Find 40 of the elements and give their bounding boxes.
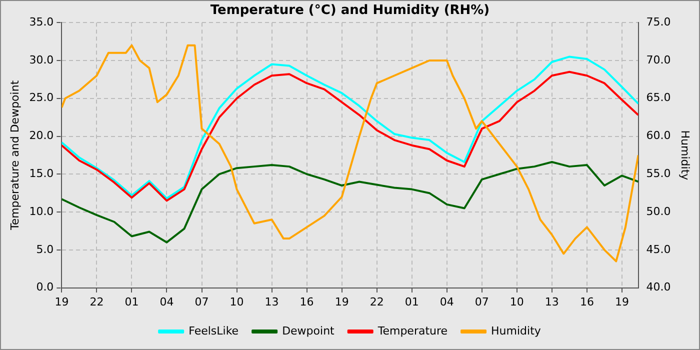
y-tick-label: 10.0 — [29, 204, 54, 218]
x-tick-label: 01 — [124, 295, 139, 308]
x-tick-label: 22 — [370, 295, 384, 308]
y-tick-label: 5.0 — [36, 242, 54, 256]
legend-label: Temperature — [376, 324, 448, 338]
x-tick-label: 19 — [614, 295, 629, 308]
x-tick-label: 22 — [90, 295, 104, 308]
y-tick-label: 25.0 — [29, 91, 54, 104]
x-tick-label: 19 — [334, 295, 349, 308]
y-axis-title: Temperature and Dewpoint — [8, 80, 22, 232]
y2-tick-label: 40.0 — [646, 280, 671, 294]
y-tick-label: 15.0 — [29, 167, 54, 180]
y2-tick-label: 55.0 — [646, 167, 671, 180]
y-tick-label: 0.0 — [36, 280, 54, 294]
y2-tick-label: 60.0 — [646, 129, 671, 142]
y2-tick-label: 50.0 — [646, 204, 671, 218]
x-tick-label: 04 — [440, 295, 454, 308]
y2-tick-label: 70.0 — [646, 53, 671, 66]
legend-label: Dewpoint — [282, 324, 336, 338]
x-tick-label: 01 — [404, 295, 419, 308]
x-tick-label: 13 — [264, 295, 279, 308]
x-tick-label: 07 — [194, 295, 209, 308]
x-tick-label: 07 — [474, 295, 489, 308]
y2-axis-title: Humidity — [678, 130, 692, 181]
chart-title: Temperature (°C) and Humidity (RH%) — [210, 3, 490, 18]
x-tick-label: 16 — [300, 295, 314, 308]
y2-tick-label: 45.0 — [646, 242, 671, 256]
y2-tick-label: 65.0 — [646, 91, 671, 104]
legend-label: FeelsLike — [188, 324, 239, 338]
y-tick-label: 35.0 — [29, 15, 54, 28]
x-tick-label: 04 — [160, 295, 174, 308]
x-tick-label: 19 — [54, 295, 69, 308]
legend-label: Humidity — [491, 324, 542, 338]
x-tick-label: 16 — [580, 295, 594, 308]
x-tick-label: 10 — [510, 295, 524, 308]
y2-tick-label: 75.0 — [646, 15, 671, 28]
x-tick-label: 13 — [544, 295, 559, 308]
x-tick-label: 10 — [230, 295, 244, 308]
y-tick-label: 30.0 — [29, 53, 54, 66]
y-tick-label: 20.0 — [29, 129, 54, 142]
